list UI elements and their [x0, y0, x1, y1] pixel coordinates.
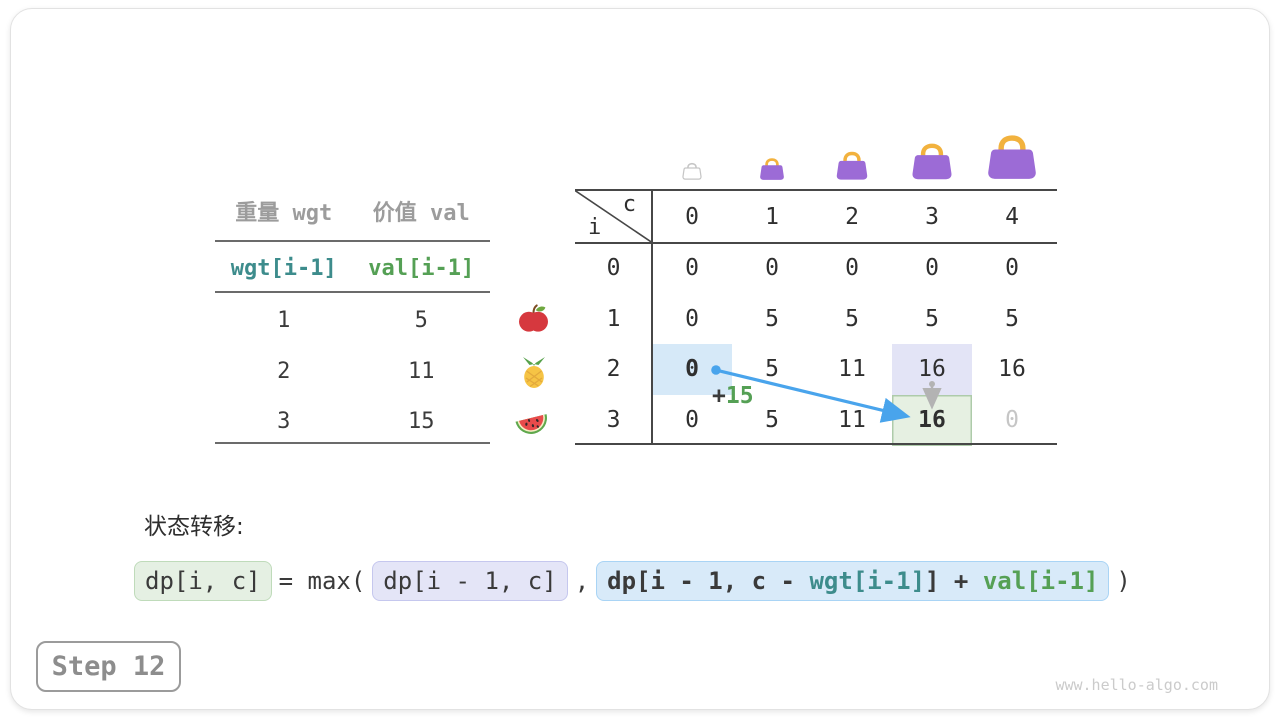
- formula-wgt-ref: wgt[i-1]: [809, 567, 926, 595]
- dp-corner-cell: c i: [575, 190, 652, 243]
- item-3-weight: 3: [277, 408, 291, 434]
- plus-sign: +: [712, 383, 726, 409]
- dp-row-header-0: 0: [606, 255, 621, 282]
- dp-col-header-1: 1: [765, 203, 779, 230]
- dp-col-header-0: 0: [685, 203, 699, 230]
- dp-cell-r0-c3: 0: [925, 255, 939, 282]
- dp-cell-r1-c3: 5: [925, 305, 939, 332]
- dp-cell-r0-c4: 0: [1005, 255, 1019, 282]
- dp-table-bottom-border: [575, 443, 1057, 445]
- dp-table-top-border: [575, 189, 1057, 191]
- formula-close-paren: ): [1116, 567, 1131, 595]
- val-var-label: val[i-1]: [368, 255, 475, 281]
- corner-diagonal-line: [575, 190, 652, 243]
- dp-cell-r1-c0: 0: [685, 305, 699, 332]
- dp-col-header-3: 3: [925, 203, 939, 230]
- formula-arg-keep: dp[i - 1, c]: [372, 561, 568, 601]
- dp-cell-r1-c2: 5: [845, 305, 859, 332]
- item-2-weight: 2: [277, 358, 291, 384]
- formula-arg-take: dp[i - 1, c - wgt[i-1]] + val[i-1]: [596, 561, 1110, 601]
- dp-cell-r1-c4: 5: [1005, 305, 1019, 332]
- dp-cell-r2-c2: 11: [838, 356, 866, 383]
- dp-cell-r2-c3-source-highlight: 16: [892, 344, 972, 395]
- dp-table: c i 0 1 2 3 4 0 0 0 0 0 0 1 0 5 5 5 5 2 …: [575, 190, 1052, 446]
- items-table-rule-top: [215, 240, 490, 242]
- dp-table-header-border: [575, 242, 1057, 244]
- item-axis-label: i: [588, 215, 602, 240]
- watermark: www.hello-algo.com: [1055, 676, 1218, 694]
- items-table-row-3: 3 15: [215, 406, 490, 436]
- items-header-value: 价值 val: [372, 201, 470, 226]
- dp-cell-r3-c4: 0: [1005, 407, 1019, 433]
- wgt-var-label: wgt[i-1]: [230, 255, 337, 281]
- capacity-axis-label: c: [622, 192, 636, 217]
- item-2-value: 11: [408, 358, 435, 384]
- dp-cell-r3-c2: 11: [838, 407, 866, 433]
- dp-row-header-2: 2: [606, 356, 621, 383]
- dp-cell-r0-c0: 0: [685, 255, 699, 282]
- formula-lhs: dp[i, c]: [134, 561, 272, 601]
- item-3-value: 15: [408, 408, 435, 434]
- value-gain-annotation: +15: [712, 383, 754, 409]
- dp-col-header-2: 2: [845, 203, 859, 230]
- items-table-row-1: 1 5: [215, 305, 490, 335]
- apple-icon: [519, 304, 548, 332]
- formula-val-ref: val[i-1]: [982, 567, 1099, 595]
- formula-separator: ,: [574, 567, 590, 595]
- items-table-rule-bottom: [215, 442, 490, 444]
- formula-arg-take-p1: dp[i - 1, c -: [607, 567, 810, 595]
- items-table-header: 重量 wgt 价值 val: [215, 196, 490, 226]
- dp-row-header-3: 3: [606, 407, 621, 433]
- items-header-weight: 重量 wgt: [235, 201, 333, 226]
- item-1-weight: 1: [277, 307, 291, 333]
- handbag-icon-c3: [910, 140, 954, 181]
- dp-cell-r1-c1: 5: [765, 305, 779, 332]
- dp-row-header-1: 1: [606, 305, 621, 332]
- handbag-icon-c1: [759, 158, 785, 181]
- formula-operator: = max(: [278, 567, 366, 595]
- step-badge: Step 12: [36, 641, 181, 692]
- state-transition-formula: dp[i, c] = max( dp[i - 1, c] , dp[i - 1,…: [134, 561, 1138, 601]
- item-1-value: 5: [414, 307, 428, 333]
- items-table-rule-mid: [215, 291, 490, 293]
- dp-cell-r3-c0: 0: [685, 407, 699, 433]
- empty-handbag-icon: [682, 162, 702, 180]
- formula-arg-take-p3: ] +: [925, 567, 983, 595]
- handbag-icon-c2: [835, 151, 869, 181]
- pineapple-icon: [523, 354, 545, 388]
- dp-table-vertical-border: [651, 189, 653, 445]
- dp-cell-r0-c2: 0: [845, 255, 859, 282]
- items-table-row-2: 2 11: [215, 356, 490, 386]
- items-table-var-row: wgt[i-1] val[i-1]: [215, 253, 490, 283]
- dp-cell-r0-c1: 0: [765, 255, 779, 282]
- dp-col-header-4: 4: [1005, 203, 1019, 230]
- gain-value: 15: [725, 383, 754, 409]
- dp-cell-r2-c4: 16: [998, 356, 1026, 383]
- handbag-icon-c4: [985, 131, 1039, 181]
- state-transition-label: 状态转移:: [144, 514, 244, 540]
- watermelon-icon: [515, 414, 547, 434]
- dp-cell-r3-c3-target-highlight: 16: [892, 394, 972, 446]
